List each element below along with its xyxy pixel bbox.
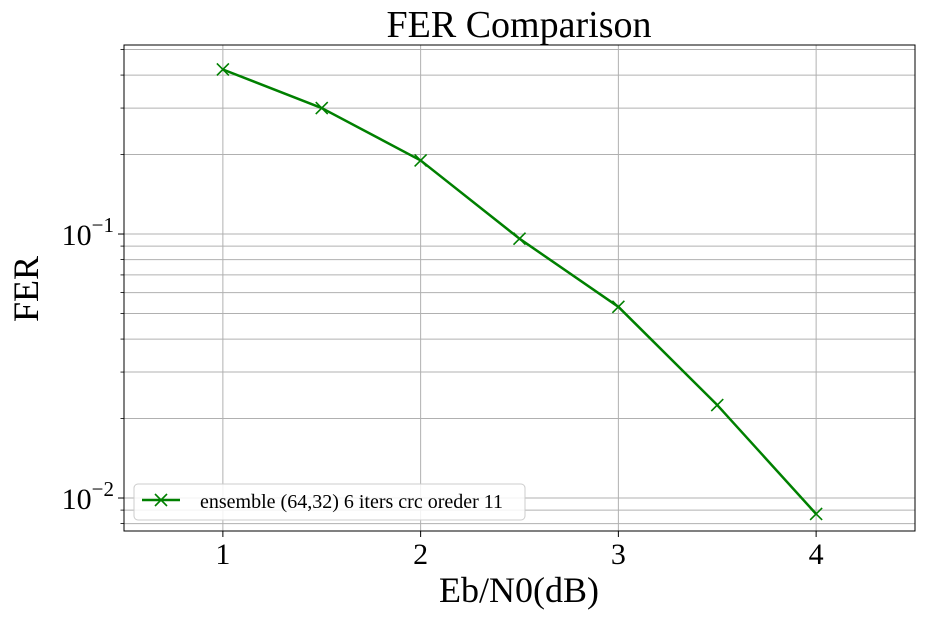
data-point-marker [512, 232, 527, 246]
data-point-marker [216, 62, 230, 77]
y-tick-label: 10−2 [62, 477, 114, 516]
y-tick-label: 10−1 [62, 213, 114, 252]
x-tick-label: 3 [611, 538, 626, 571]
plot-frame [123, 44, 916, 532]
grid-layer [124, 45, 915, 531]
data-point-marker [710, 398, 724, 412]
chart-title: FER Comparison [387, 4, 652, 46]
legend-entry-label: ensemble (64,32) 6 iters crc oreder 11 [200, 491, 503, 513]
data-point-marker [414, 153, 428, 167]
data-point-marker [809, 507, 823, 521]
data-point-marker [315, 101, 329, 115]
x-tick-label: 4 [809, 538, 824, 571]
x-tick-label: 1 [215, 538, 230, 571]
legend-marker-x-icon [154, 493, 168, 507]
data-point-marker [611, 300, 625, 314]
series-line [222, 68, 818, 515]
x-axis-label: Eb/N0(dB) [439, 570, 599, 610]
x-tick-label: 2 [413, 538, 428, 571]
y-axis-label: FER [6, 256, 46, 322]
ticks-layer: 1 2 3 4 10−2 10−1 [62, 49, 824, 571]
legend-box [133, 483, 526, 521]
legend-x-marker [154, 493, 168, 507]
series-layer [216, 62, 823, 521]
legend: ensemble (64,32) 6 iters crc oreder 11 [133, 483, 526, 521]
